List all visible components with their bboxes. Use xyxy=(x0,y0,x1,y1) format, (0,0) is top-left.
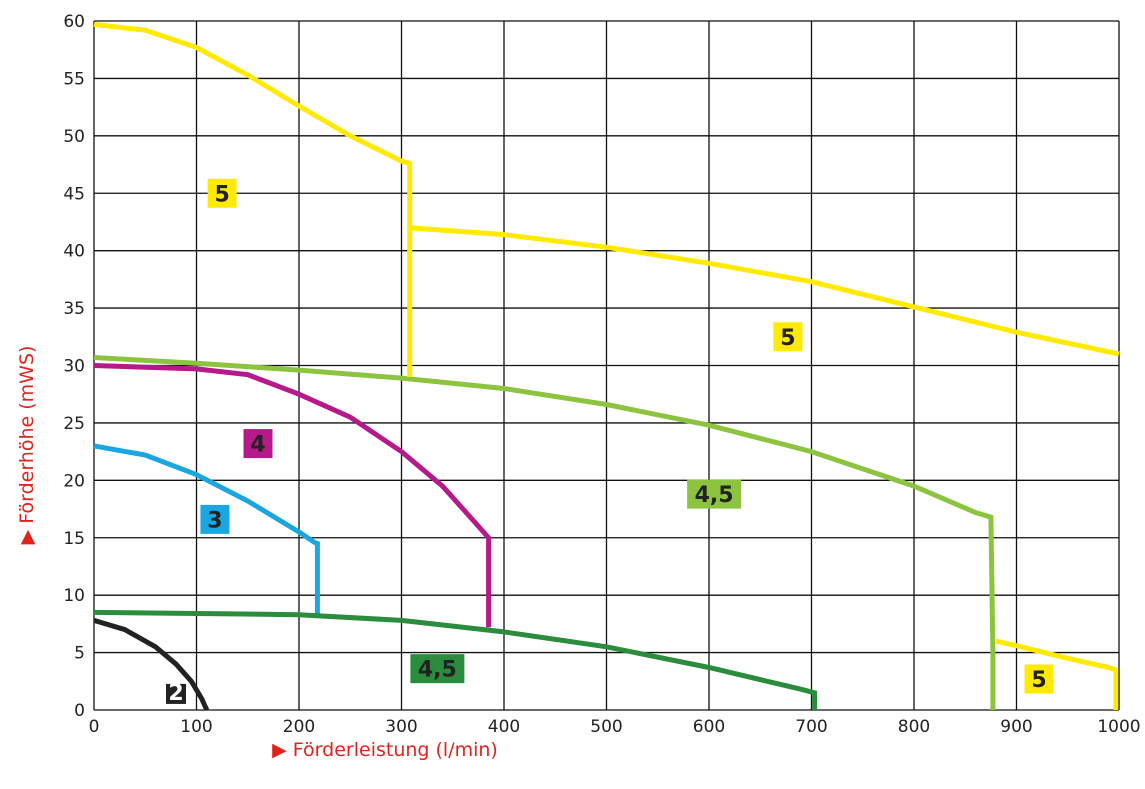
series-label-badge xyxy=(243,429,273,459)
series-line-5 xyxy=(409,225,1120,357)
y-axis-label: ▶ Förderhöhe (mWS) xyxy=(16,346,38,545)
y-tick-label: 25 xyxy=(63,414,85,434)
series-label-badge xyxy=(207,178,237,208)
series-label-text: 5 xyxy=(780,326,795,351)
y-tick-label: 35 xyxy=(63,299,85,319)
y-tick-label: 40 xyxy=(63,242,85,262)
series-label-badge xyxy=(166,683,186,704)
series-label-text: 5 xyxy=(1031,668,1046,693)
series-label-badge xyxy=(410,654,465,684)
x-tick-label: 900 xyxy=(1000,717,1032,737)
x-axis-label: ▶ Förderleistung (l/min) xyxy=(272,739,498,761)
grid xyxy=(93,20,1120,711)
y-tick-label: 50 xyxy=(63,127,85,147)
series-label-text: 4,5 xyxy=(418,658,457,683)
series-labels: 5 5 4 4,5 3 4,5 5 2 xyxy=(166,178,1054,706)
y-tick-label: 45 xyxy=(63,184,85,204)
series-label-text: 4 xyxy=(250,433,265,458)
series-line-5 xyxy=(93,21,413,377)
x-tick-label: 1000 xyxy=(1097,717,1140,737)
series-label-text: 2 xyxy=(168,681,183,706)
y-tick-label: 55 xyxy=(63,69,85,89)
y-tick-label: 0 xyxy=(74,701,85,721)
series-line-2 xyxy=(93,618,210,712)
series-label-text: 3 xyxy=(207,508,222,533)
series-label-text: 4,5 xyxy=(695,483,734,508)
y-tick-label: 30 xyxy=(63,357,85,377)
series-label-badge xyxy=(200,504,230,534)
x-tick-label: 100 xyxy=(180,717,212,737)
series-line-4 xyxy=(93,363,492,628)
series-label-badge xyxy=(773,322,803,352)
series-line-3 xyxy=(93,443,320,616)
x-tick-label: 500 xyxy=(590,717,622,737)
y-tick-label: 10 xyxy=(63,586,85,606)
series-label-badge xyxy=(1024,664,1054,694)
x-tick-label: 200 xyxy=(283,717,315,737)
x-tick-label: 0 xyxy=(89,717,100,737)
y-tick-label: 15 xyxy=(63,529,85,549)
x-tick-label: 600 xyxy=(693,717,725,737)
series-label-text: 5 xyxy=(214,182,229,207)
y-tick-label: 5 xyxy=(74,644,85,664)
series-line-4-5 xyxy=(93,609,818,710)
x-tick-label: 800 xyxy=(898,717,930,737)
x-tick-label: 700 xyxy=(795,717,827,737)
tick-labels: 0 100 200 300 400 500 600 700 800 900 1000 0 5 10 15 20… xyxy=(63,12,1140,737)
y-tick-label: 60 xyxy=(63,12,85,32)
x-tick-label: 300 xyxy=(385,717,417,737)
y-tick-label: 20 xyxy=(63,471,85,491)
series-line-4-5 xyxy=(93,355,996,710)
series-lines xyxy=(93,21,1120,712)
x-tick-label: 400 xyxy=(488,717,520,737)
series-label-badge xyxy=(687,479,742,509)
series-line-5 xyxy=(995,638,1119,710)
